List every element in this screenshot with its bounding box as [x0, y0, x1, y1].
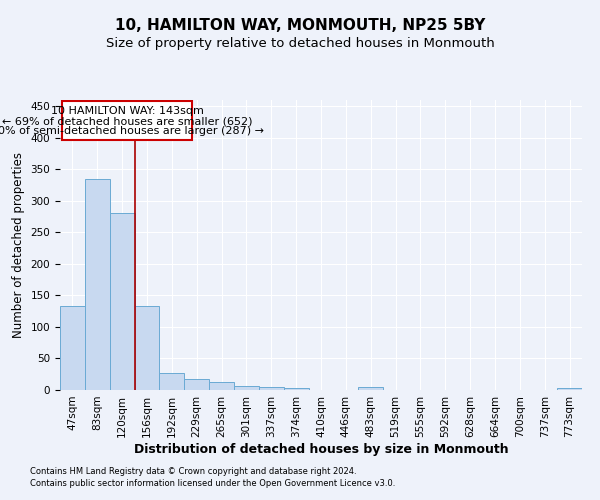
Bar: [358, 388, 383, 390]
Bar: [160, 373, 184, 390]
FancyBboxPatch shape: [62, 102, 192, 140]
Text: 30% of semi-detached houses are larger (287) →: 30% of semi-detached houses are larger (…: [0, 126, 263, 136]
Bar: [557, 388, 582, 390]
Text: Size of property relative to detached houses in Monmouth: Size of property relative to detached ho…: [106, 38, 494, 51]
Bar: [184, 378, 209, 390]
Bar: [60, 306, 85, 390]
Text: Contains public sector information licensed under the Open Government Licence v3: Contains public sector information licen…: [30, 479, 395, 488]
Bar: [284, 388, 308, 390]
Text: ← 69% of detached houses are smaller (652): ← 69% of detached houses are smaller (65…: [2, 116, 253, 126]
Bar: [85, 179, 110, 390]
Text: 10 HAMILTON WAY: 143sqm: 10 HAMILTON WAY: 143sqm: [50, 106, 203, 117]
Bar: [259, 387, 284, 390]
Bar: [110, 213, 134, 390]
Text: Contains HM Land Registry data © Crown copyright and database right 2024.: Contains HM Land Registry data © Crown c…: [30, 468, 356, 476]
Text: Distribution of detached houses by size in Monmouth: Distribution of detached houses by size …: [134, 442, 508, 456]
Bar: [234, 386, 259, 390]
Text: 10, HAMILTON WAY, MONMOUTH, NP25 5BY: 10, HAMILTON WAY, MONMOUTH, NP25 5BY: [115, 18, 485, 32]
Bar: [209, 382, 234, 390]
Bar: [134, 306, 160, 390]
Y-axis label: Number of detached properties: Number of detached properties: [12, 152, 25, 338]
